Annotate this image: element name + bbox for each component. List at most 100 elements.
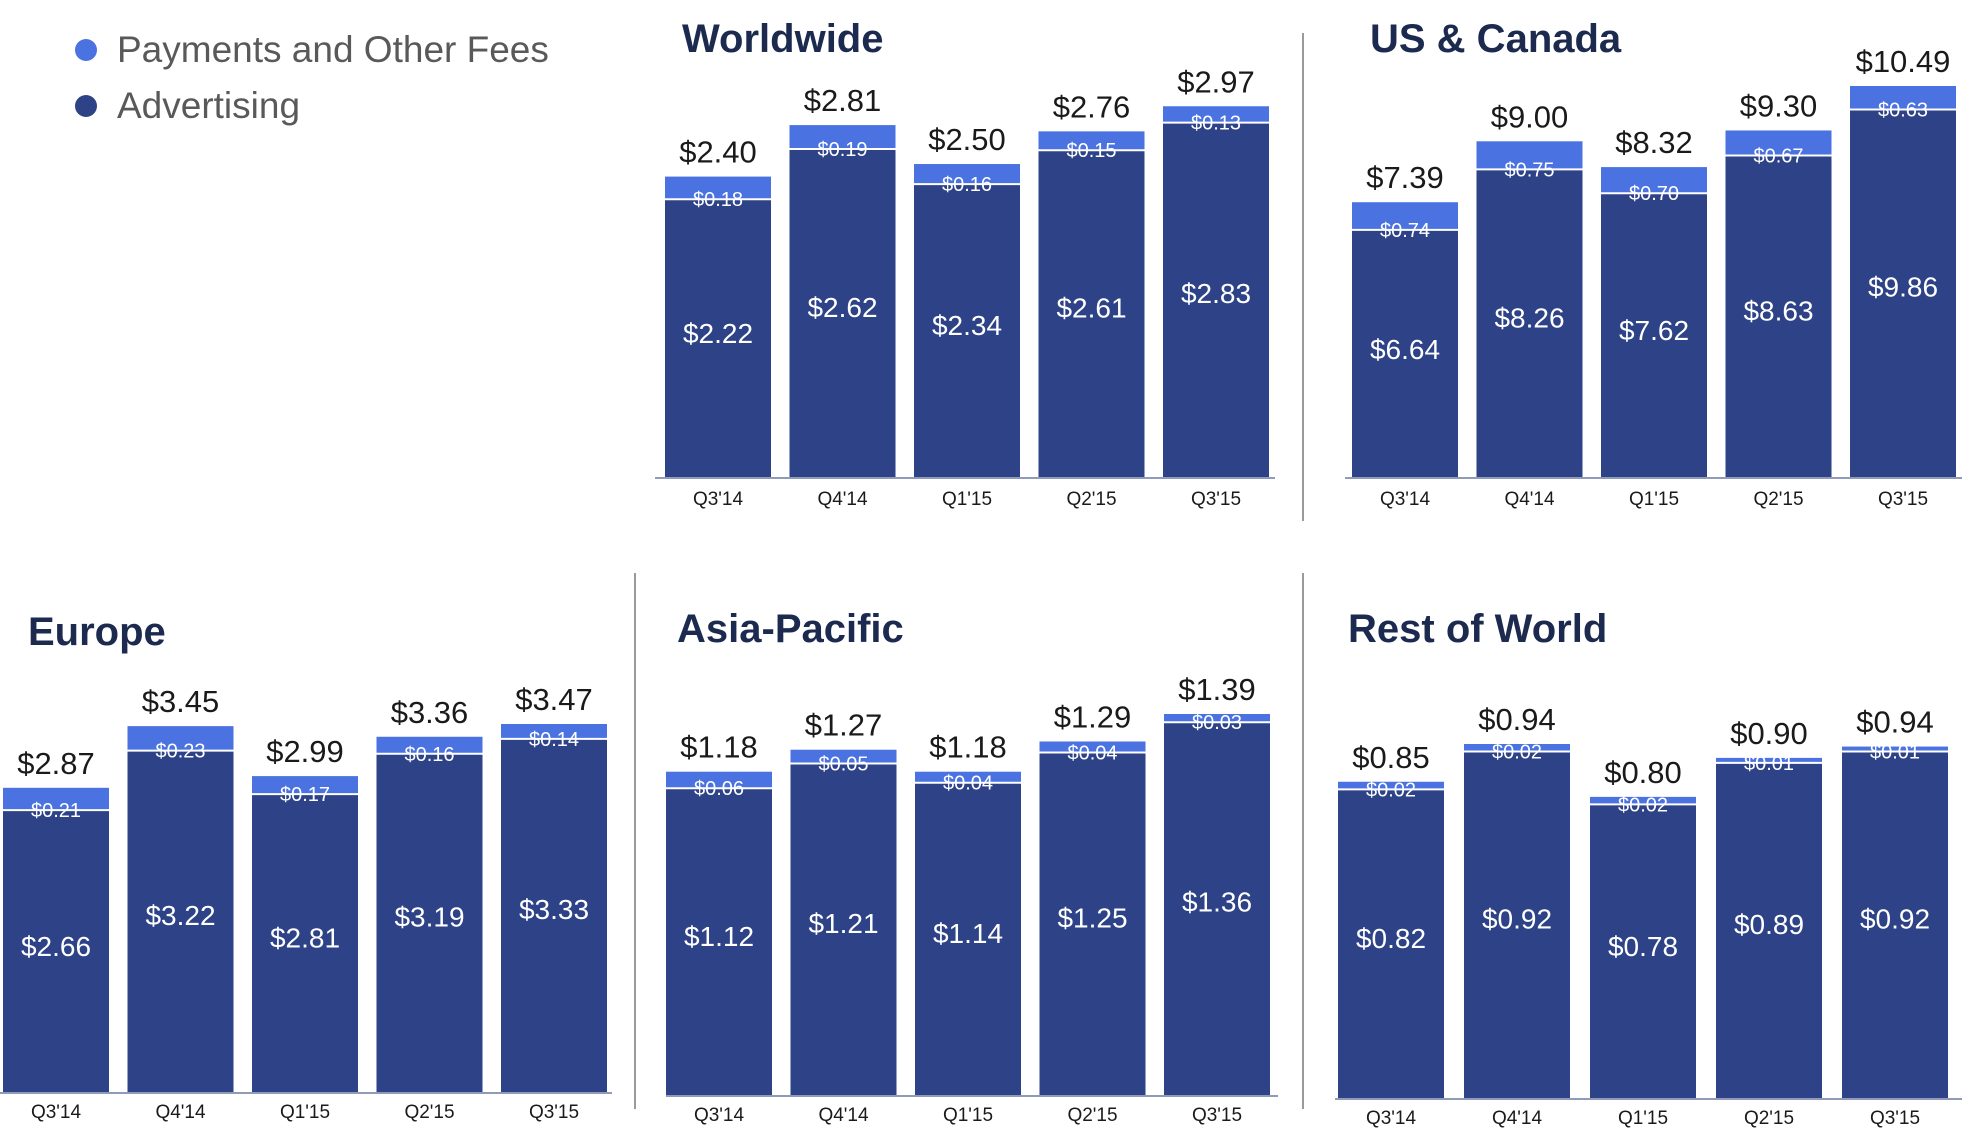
europe-label-advertising: $2.81 — [270, 923, 340, 954]
rest-of-world-label-total: $0.94 — [1478, 702, 1556, 737]
us-canada-tick-label: Q2'15 — [1753, 489, 1803, 510]
europe-bar-advertising — [127, 750, 234, 1093]
europe-bar-payments — [127, 726, 234, 751]
asia-pacific-bar-payments — [1039, 741, 1146, 753]
us-canada-bar-payments — [1601, 167, 1707, 194]
us-canada-label-advertising: $8.63 — [1743, 295, 1813, 326]
legend-label-advertising: Advertising — [117, 85, 301, 126]
rest-of-world-bar-advertising — [1464, 751, 1570, 1099]
legend-label-payments: Payments and Other Fees — [117, 29, 549, 70]
us-canada-label-total: $10.49 — [1856, 44, 1951, 79]
rest-of-world-label-advertising: $0.78 — [1608, 931, 1678, 962]
us-canada-bar-payments — [1850, 86, 1956, 110]
rest-of-world-label-payments: $0.02 — [1366, 779, 1416, 801]
asia-pacific-tick-label: Q1'15 — [943, 1105, 993, 1126]
legend: Payments and Other Fees Advertising — [75, 22, 549, 134]
europe-bar-payments — [501, 724, 607, 739]
europe-bar-advertising — [252, 794, 358, 1093]
us-canada-label-payments: $0.75 — [1504, 159, 1554, 181]
rest-of-world-label-advertising: $0.92 — [1482, 903, 1552, 934]
asia-pacific-label-total: $1.18 — [929, 730, 1007, 765]
us-canada-label-payments: $0.70 — [1629, 183, 1679, 205]
asia-pacific-label-total: $1.18 — [680, 730, 758, 765]
rest-of-world-tick-label: Q3'15 — [1870, 1108, 1920, 1129]
asia-pacific-bar-payments — [1164, 714, 1270, 723]
asia-pacific-bar-advertising — [666, 788, 772, 1096]
worldwide-bar-advertising — [789, 148, 896, 478]
worldwide-label-advertising: $2.61 — [1056, 293, 1126, 324]
asia-pacific-bar-payments — [915, 771, 1021, 783]
rest-of-world-bar-payments — [1338, 781, 1444, 790]
us-canada-label-total: $9.30 — [1740, 88, 1818, 123]
rest-of-world-label-total: $0.94 — [1856, 705, 1934, 740]
worldwide-label-total: $2.81 — [804, 83, 882, 118]
europe-label-payments: $0.16 — [404, 744, 454, 766]
rest-of-world-bar-payments — [1590, 796, 1696, 805]
asia-pacific-label-payments: $0.03 — [1192, 712, 1242, 734]
worldwide-label-advertising: $2.83 — [1181, 278, 1251, 309]
asia-pacific-bar-advertising — [1164, 722, 1270, 1096]
us-canada-bar-advertising — [1476, 169, 1583, 478]
europe-label-advertising: $2.66 — [21, 931, 91, 962]
us-canada-tick-label: Q3'15 — [1878, 489, 1928, 510]
europe-tick-label: Q3'15 — [529, 1102, 579, 1123]
us-canada-bar-advertising — [1601, 193, 1707, 478]
asia-pacific-bar-payments — [666, 771, 772, 789]
us-canada-label-payments: $0.74 — [1380, 220, 1430, 242]
us-canada-tick-label: Q1'15 — [1629, 489, 1679, 510]
europe-bar-advertising — [3, 810, 109, 1093]
europe-tick-label: Q2'15 — [404, 1102, 454, 1123]
rest-of-world-label-payments: $0.02 — [1618, 794, 1668, 816]
europe-bar-payments — [3, 787, 109, 811]
europe-label-total: $2.99 — [266, 734, 344, 769]
asia-pacific-bar-advertising — [790, 763, 897, 1096]
rest-of-world-label-advertising: $0.89 — [1734, 909, 1804, 940]
worldwide-label-payments: $0.15 — [1066, 140, 1116, 162]
worldwide-label-total: $2.50 — [928, 122, 1006, 157]
europe-bar-advertising — [376, 753, 483, 1093]
divider-bottom-left — [634, 573, 636, 1109]
worldwide-label-total: $2.76 — [1053, 89, 1131, 124]
us-canada-label-total: $9.00 — [1491, 99, 1569, 134]
rest-of-world-bar-advertising — [1842, 751, 1948, 1099]
legend-swatch-payments — [75, 39, 97, 61]
europe-label-payments: $0.23 — [155, 741, 205, 763]
asia-pacific-bar-payments — [790, 749, 897, 764]
europe-label-total: $2.87 — [17, 746, 95, 781]
worldwide-tick-label: Q2'15 — [1066, 489, 1116, 510]
asia-pacific-tick-label: Q4'14 — [818, 1105, 869, 1126]
asia-pacific-label-payments: $0.05 — [818, 753, 868, 775]
europe-tick-label: Q4'14 — [155, 1102, 206, 1123]
rest-of-world-label-advertising: $0.82 — [1356, 923, 1426, 954]
divider-top — [1302, 33, 1304, 521]
legend-swatch-advertising — [75, 95, 97, 117]
us-canada-tick-label: Q3'14 — [1380, 489, 1431, 510]
europe-title: Europe — [28, 610, 166, 654]
asia-pacific-tick-label: Q2'15 — [1067, 1105, 1117, 1126]
europe-label-advertising: $3.19 — [394, 902, 464, 933]
europe-label-advertising: $3.22 — [145, 900, 215, 931]
asia-pacific-label-payments: $0.04 — [943, 773, 993, 795]
rest-of-world-label-total: $0.85 — [1352, 740, 1430, 775]
europe-label-payments: $0.14 — [529, 729, 579, 751]
us-canada-label-total: $7.39 — [1366, 160, 1444, 195]
asia-pacific-tick-label: Q3'15 — [1192, 1105, 1242, 1126]
rest-of-world-title: Rest of World — [1348, 607, 1607, 651]
us-canada-bar-payments — [1725, 130, 1832, 156]
us-canada-bar-payments — [1352, 202, 1458, 230]
worldwide-label-payments: $0.16 — [942, 174, 992, 196]
us-canada-bar-advertising — [1352, 229, 1458, 478]
us-canada-bar-advertising — [1725, 155, 1832, 478]
rest-of-world-tick-label: Q2'15 — [1744, 1108, 1794, 1129]
legend-item-payments: Payments and Other Fees — [75, 22, 549, 78]
rest-of-world-label-payments: $0.01 — [1870, 742, 1920, 764]
worldwide-label-payments: $0.19 — [817, 139, 867, 161]
rest-of-world-tick-label: Q3'14 — [1366, 1108, 1417, 1129]
worldwide-label-advertising: $2.34 — [932, 310, 1002, 341]
asia-pacific-bar-advertising — [915, 782, 1021, 1096]
rest-of-world-label-total: $0.80 — [1604, 755, 1682, 790]
us-canada-bar-payments — [1476, 141, 1583, 170]
europe-label-total: $3.45 — [142, 684, 220, 719]
worldwide-bar-advertising — [1163, 122, 1269, 478]
